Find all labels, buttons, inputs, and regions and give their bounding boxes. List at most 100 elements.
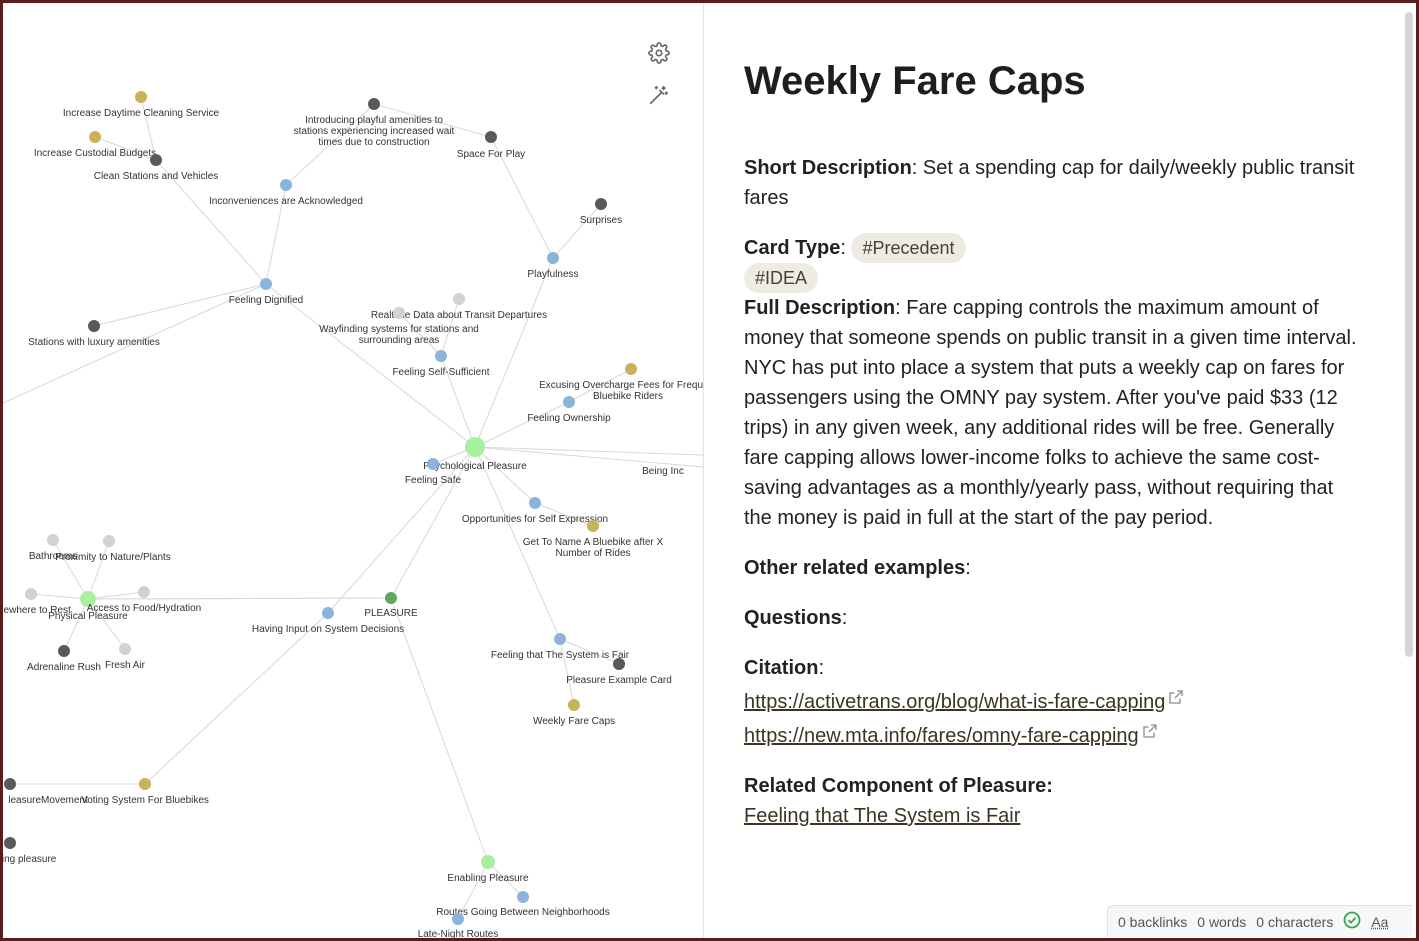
- graph-node[interactable]: Fresh Air: [105, 643, 146, 671]
- graph-node-dot[interactable]: [47, 534, 59, 546]
- graph-node-label: Clean Stations and Vehicles: [94, 171, 219, 182]
- citation-link-1[interactable]: https://activetrans.org/blog/what-is-far…: [744, 691, 1166, 713]
- graph-node-dot[interactable]: [568, 699, 580, 711]
- pane-divider[interactable]: [703, 3, 704, 938]
- citation-link-2[interactable]: https://new.mta.info/fares/omny-fare-cap…: [744, 725, 1139, 747]
- graph-node[interactable]: Excusing Overcharge Fees for Frequent Blu…: [539, 363, 703, 402]
- graph-node[interactable]: Proximity to Nature/Plants: [55, 535, 171, 563]
- graph-node[interactable]: Feeling Ownership: [527, 396, 611, 424]
- font-toggle[interactable]: Aa: [1371, 913, 1389, 930]
- graph-node[interactable]: Access to Food/Hydration: [87, 586, 202, 614]
- graph-node[interactable]: Bathrooms: [29, 534, 77, 562]
- graph-node[interactable]: Feeling Dignified: [229, 278, 304, 306]
- graph-nodes[interactable]: Increase Daytime Cleaning Service Increas…: [3, 91, 703, 938]
- graph-node-dot[interactable]: [119, 643, 131, 655]
- graph-node-dot[interactable]: [138, 586, 150, 598]
- graph-node-dot[interactable]: [595, 198, 607, 210]
- graph-node-dot[interactable]: [135, 91, 147, 103]
- graph-node[interactable]: Stations with luxury amenities: [28, 320, 160, 348]
- graph-node-dot[interactable]: [4, 778, 16, 790]
- tag-idea[interactable]: #IDEA: [744, 263, 819, 293]
- graph-edge: [440, 355, 476, 448]
- graph-node-dot[interactable]: [25, 588, 37, 600]
- graph-node[interactable]: PLEASURE: [364, 592, 418, 619]
- graph-node[interactable]: Playfulness: [527, 252, 579, 280]
- graph-node[interactable]: Wayfinding systems for stations and surro…: [319, 307, 479, 346]
- graph-node[interactable]: Increase Custodial Budgets: [34, 131, 156, 159]
- graph-node-dot[interactable]: [103, 535, 115, 547]
- note-view[interactable]: Weekly Fare Caps Short Description: Set …: [704, 3, 1404, 938]
- graph-view[interactable]: Increase Daytime Cleaning Service Increas…: [3, 3, 703, 938]
- graph-node[interactable]: Psychological Pleasure: [423, 437, 527, 472]
- graph-node-dot[interactable]: [427, 458, 439, 470]
- backlinks-count[interactable]: 0 backlinks: [1118, 913, 1188, 930]
- graph-node-dot[interactable]: [58, 645, 70, 657]
- graph-node-dot[interactable]: [485, 131, 497, 143]
- graph-node-dot[interactable]: [587, 520, 599, 532]
- tag-precedent[interactable]: #Precedent: [851, 233, 966, 263]
- graph-node-dot[interactable]: [80, 591, 96, 607]
- graph-node[interactable]: Increase Daytime Cleaning Service: [63, 91, 220, 119]
- graph-node-dot[interactable]: [4, 837, 16, 849]
- graph-node-dot[interactable]: [453, 293, 465, 305]
- graph-node-label: Having Input on System Decisions: [252, 624, 404, 635]
- graph-node-dot[interactable]: [88, 320, 100, 332]
- graph-edge: [568, 368, 632, 403]
- note-title[interactable]: Weekly Fare Caps: [744, 59, 1086, 103]
- graph-node[interactable]: Having Input on System Decisions: [252, 607, 404, 635]
- graph-node[interactable]: leasureMovement: [4, 778, 88, 806]
- graph-node-dot[interactable]: [625, 363, 637, 375]
- graph-node[interactable]: Get To Name A Bluebike after X Number of …: [523, 520, 664, 559]
- graph-node[interactable]: Surprises: [580, 198, 622, 226]
- graph-node-dot[interactable]: [393, 307, 405, 319]
- graph-settings-button[interactable]: [648, 42, 674, 68]
- graph-node-dot[interactable]: [139, 778, 151, 790]
- sync-check-icon[interactable]: [1343, 911, 1361, 932]
- graph-node-dot[interactable]: [280, 179, 292, 191]
- graph-canvas[interactable]: Increase Daytime Cleaning Service Increas…: [3, 3, 703, 938]
- graph-node[interactable]: Pleasure Example Card: [566, 658, 672, 686]
- graph-node-dot[interactable]: [563, 396, 575, 408]
- graph-node-dot[interactable]: [322, 607, 334, 619]
- graph-node-dot[interactable]: [385, 592, 397, 604]
- graph-node[interactable]: Space For Play: [457, 131, 525, 160]
- graph-node[interactable]: Adrenaline Rush: [27, 645, 101, 673]
- graph-node[interactable]: mewhere to Rest: [3, 588, 71, 616]
- graph-node[interactable]: Feeling that The System is Fair: [491, 633, 630, 661]
- graph-node-dot[interactable]: [481, 855, 495, 869]
- graph-node[interactable]: Routes Going Between Neighborhoods: [436, 891, 610, 918]
- graph-node-dot[interactable]: [435, 350, 447, 362]
- graph-edge: [265, 184, 287, 285]
- graph-node-dot[interactable]: [260, 278, 272, 290]
- graph-node[interactable]: Voting System For Bluebikes: [81, 778, 209, 806]
- graph-node-dot[interactable]: [554, 633, 566, 645]
- graph-node[interactable]: Being Inc: [642, 466, 684, 477]
- graph-node[interactable]: Physical Pleasure: [48, 591, 128, 622]
- graph-node-dot[interactable]: [529, 497, 541, 509]
- graph-node[interactable]: Introducing playful amenities to stations…: [294, 98, 455, 148]
- graph-node[interactable]: Enabling Pleasure: [447, 855, 529, 884]
- graph-node-dot[interactable]: [89, 131, 101, 143]
- graph-node-dot[interactable]: [150, 154, 162, 166]
- graph-node-dot[interactable]: [547, 252, 559, 264]
- graph-node[interactable]: Feeling Self-Sufficient: [392, 350, 490, 378]
- graph-node-dot[interactable]: [465, 437, 485, 457]
- graph-node[interactable]: Late-Night Routes: [418, 913, 499, 938]
- status-bar: 0 backlinks 0 words 0 characters Aa: [1107, 905, 1412, 937]
- graph-node[interactable]: Weekly Fare Caps: [533, 699, 615, 727]
- graph-edge: [440, 298, 460, 357]
- graph-node-dot[interactable]: [517, 891, 529, 903]
- related-component-link[interactable]: Feeling that The System is Fair: [744, 805, 1021, 827]
- graph-node[interactable]: Clean Stations and Vehicles: [94, 154, 219, 182]
- graph-animate-button[interactable]: [648, 84, 674, 110]
- note-content[interactable]: Weekly Fare Caps Short Description: Set …: [744, 53, 1364, 851]
- graph-node[interactable]: Opportunities for Self Expression: [462, 497, 608, 525]
- graph-node-dot[interactable]: [613, 658, 625, 670]
- graph-node[interactable]: Inconveniences are Acknowledged: [209, 179, 363, 207]
- graph-node[interactable]: Feeling Safe: [405, 458, 462, 486]
- note-scrollbar[interactable]: [1405, 12, 1413, 657]
- graph-node[interactable]: Realtime Data about Transit Departures: [371, 293, 547, 321]
- graph-node-dot[interactable]: [368, 98, 380, 110]
- graph-node[interactable]: ling pleasure: [3, 837, 57, 865]
- graph-node-dot[interactable]: [452, 913, 464, 925]
